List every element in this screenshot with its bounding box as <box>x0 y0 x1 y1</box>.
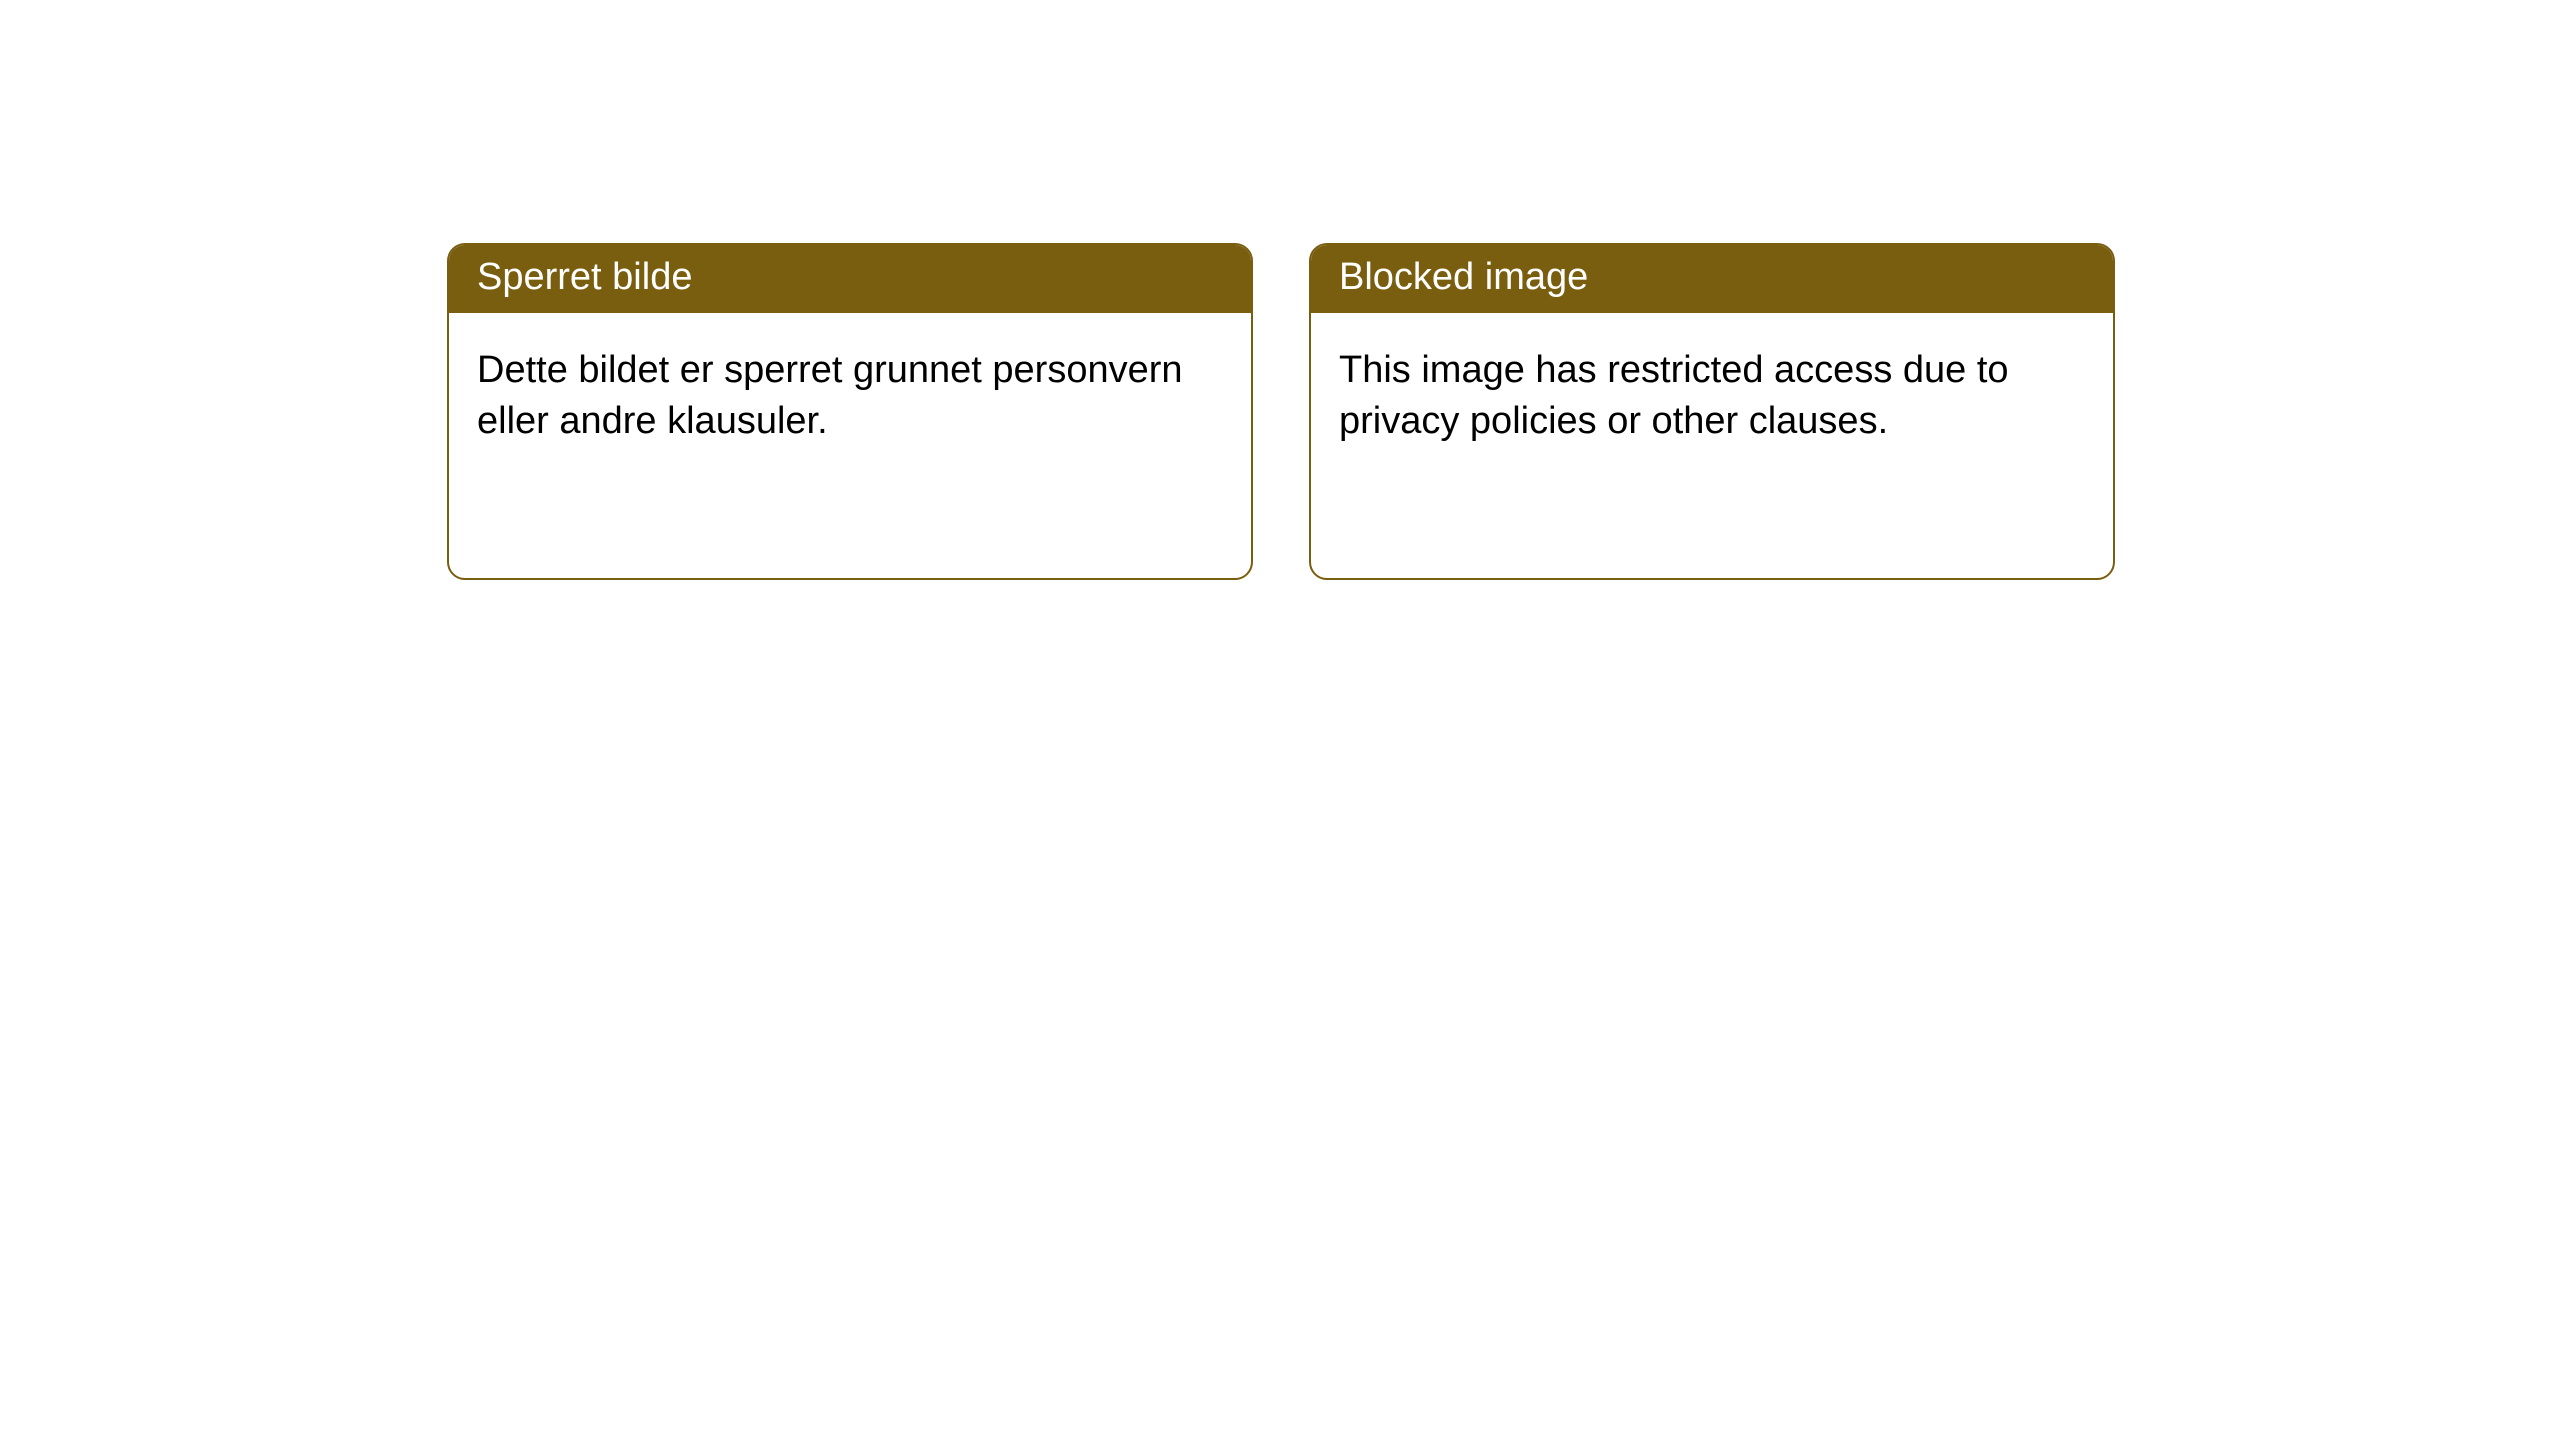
notice-container: Sperret bilde Dette bildet er sperret gr… <box>0 0 2560 580</box>
notice-title: Sperret bilde <box>477 256 692 298</box>
notice-card-norwegian: Sperret bilde Dette bildet er sperret gr… <box>447 243 1253 580</box>
notice-text: This image has restricted access due to … <box>1339 349 2009 442</box>
notice-body: Dette bildet er sperret grunnet personve… <box>449 313 1251 480</box>
notice-header: Blocked image <box>1311 245 2113 313</box>
notice-header: Sperret bilde <box>449 245 1251 313</box>
notice-card-english: Blocked image This image has restricted … <box>1309 243 2115 580</box>
notice-body: This image has restricted access due to … <box>1311 313 2113 480</box>
notice-title: Blocked image <box>1339 256 1588 298</box>
notice-text: Dette bildet er sperret grunnet personve… <box>477 349 1183 442</box>
